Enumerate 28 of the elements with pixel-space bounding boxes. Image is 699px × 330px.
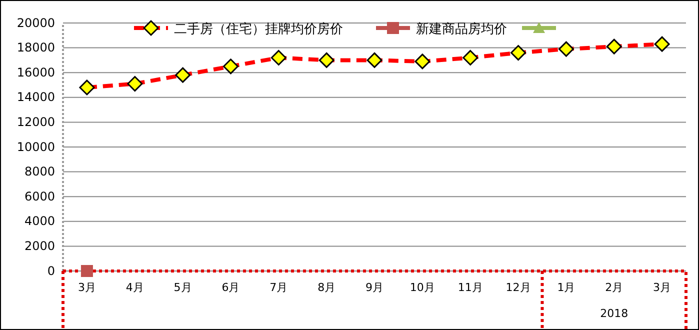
legend-label: 新建商品房均价 — [416, 21, 507, 37]
y-tick-label: 2000 — [24, 239, 55, 254]
x-tick-label: 11月 — [458, 280, 483, 294]
y-tick-label: 16000 — [16, 65, 55, 80]
y-tick-label: 6000 — [24, 189, 55, 204]
y-tick-label: 10000 — [16, 140, 55, 154]
x-tick-label: 10月 — [410, 280, 435, 294]
x-tick-label: 8月 — [318, 280, 336, 294]
x-tick-label: 3月 — [653, 280, 672, 294]
y-tick-label: 4000 — [24, 214, 55, 228]
x-tick-label: 9月 — [366, 280, 384, 294]
y-tick-label: 14000 — [16, 90, 55, 104]
x-tick-label: 3月 — [78, 280, 96, 294]
point — [80, 265, 93, 277]
x-tick-label: 2月 — [605, 280, 624, 294]
y-tick-label: 18000 — [16, 40, 55, 55]
y-tick-label: 0 — [47, 264, 55, 278]
x-tick-label: 6月 — [222, 280, 240, 294]
x-tick-label: 4月 — [126, 280, 144, 294]
text: 2018 — [600, 307, 628, 320]
y-tick-label: 12000 — [16, 115, 55, 130]
x-tick-label: 7月 — [270, 280, 288, 294]
y-tick-label: 20000 — [16, 16, 55, 30]
x-tick-label: 5月 — [174, 280, 192, 294]
y-tick-label: 8000 — [24, 164, 55, 179]
legend-label: 二手房（住宅）挂牌均价房价 — [174, 21, 343, 37]
x-tick-label: 1月 — [557, 280, 576, 294]
x-tick-label: 12月 — [506, 280, 531, 294]
